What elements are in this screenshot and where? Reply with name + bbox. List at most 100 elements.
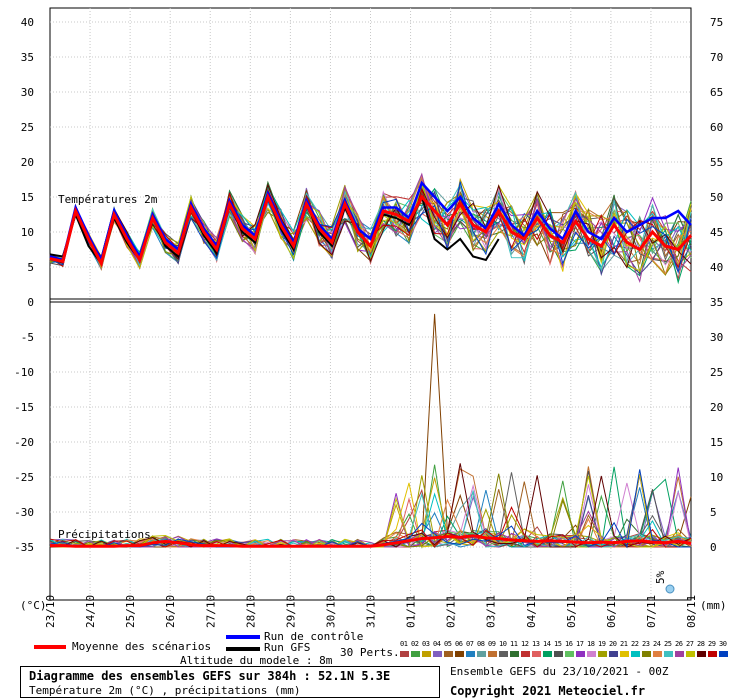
pert-number: 18: [587, 640, 595, 648]
date-tick-label: 23/10: [44, 595, 57, 628]
right-tick-label: 30: [710, 331, 723, 344]
right-tick-label: 25: [710, 366, 723, 379]
pert-number: 15: [554, 640, 562, 648]
right-tick-label: 60: [710, 121, 723, 134]
temp-section-label: Températures 2m: [58, 193, 158, 206]
pert-number: 28: [697, 640, 705, 648]
temperature-member-line: [49, 188, 692, 269]
pert-number: 08: [477, 640, 485, 648]
right-tick-label: 40: [710, 261, 723, 274]
date-tick-label: 04/11: [525, 595, 538, 628]
pert-number: 11: [510, 640, 518, 648]
left-tick-label: 30: [21, 86, 34, 99]
date-tick-label: 03/11: [485, 595, 498, 628]
mean-label: Moyenne des scénarios: [72, 640, 212, 653]
diagram-subtitle: Température 2m (°C) , précipitations (mm…: [29, 684, 301, 697]
control-temperature-line: [49, 180, 692, 264]
left-tick-label: 25: [21, 121, 34, 134]
right-tick-label: 70: [710, 51, 723, 64]
left-tick-label: 0: [27, 296, 34, 309]
left-axis: 40 35 30 25 20 15 10 5 0 -5 -10 -15 -20 -25 -30 -35: [14, 16, 34, 554]
date-tick-label: 25/10: [124, 595, 137, 628]
mean-precipitation-line: [50, 534, 692, 548]
pert-number: 16: [565, 640, 573, 648]
pert-color-swatch: [433, 651, 442, 657]
right-tick-label: 35: [710, 296, 723, 309]
pert-color-swatch: [708, 651, 717, 657]
pert-number: 22: [631, 640, 639, 648]
pert-color-swatch: [455, 651, 464, 657]
pert-number: 13: [532, 640, 540, 648]
pert-color-swatch: [653, 651, 662, 657]
pert-color-swatch: [697, 651, 706, 657]
date-tick-label: 27/10: [204, 595, 217, 628]
pert-color-swatch: [675, 651, 684, 657]
plot-frame: [49, 7, 692, 601]
diagram-title: Diagramme des ensembles GEFS sur 384h : …: [29, 669, 391, 683]
date-tick-label: 08/11: [685, 595, 698, 628]
left-tick-label: 5: [27, 261, 34, 274]
right-tick-label: 45: [710, 226, 723, 239]
left-tick-label: -25: [14, 471, 34, 484]
pert-number: 20: [609, 640, 617, 648]
date-tick-label: 29/10: [284, 595, 297, 628]
left-unit-label: (°C): [20, 599, 47, 612]
pert-color-swatch: [466, 651, 475, 657]
pert-number: 19: [598, 640, 606, 648]
date-tick-label: 06/11: [605, 595, 618, 628]
snow-indicator: 5%: [654, 570, 675, 594]
left-tick-label: -5: [21, 331, 34, 344]
gfs-swatch: [226, 647, 260, 651]
date-tick-label: 02/11: [445, 595, 458, 628]
pert-color-swatch: [631, 651, 640, 657]
pert-color-swatch: [719, 651, 728, 657]
left-tick-label: 20: [21, 156, 34, 169]
x-axis: 23/10 24/10 25/10 26/10 27/10 28/10 29/10 30/10…: [44, 595, 698, 628]
pert-number: 21: [620, 640, 628, 648]
pert-number: 01: [400, 640, 408, 648]
date-tick-label: 30/10: [324, 595, 337, 628]
pert-color-swatch: [499, 651, 508, 657]
pert-number: 29: [708, 640, 716, 648]
pert-number: 12: [521, 640, 529, 648]
right-tick-label: 55: [710, 156, 723, 169]
date-tick-label: 07/11: [645, 595, 658, 628]
pert-number: 25: [664, 640, 672, 648]
pert-number: 03: [422, 640, 430, 648]
left-tick-label: 40: [21, 16, 34, 29]
pert-color-swatch: [400, 651, 409, 657]
pert-color-swatch: [554, 651, 563, 657]
pert-color-swatch: [422, 651, 431, 657]
left-tick-label: -15: [14, 401, 34, 414]
pert-color-swatch: [521, 651, 530, 657]
pert-number: 24: [653, 640, 661, 648]
right-tick-label: 10: [710, 471, 723, 484]
pert-number: 17: [576, 640, 584, 648]
left-tick-label: -10: [14, 366, 34, 379]
pert-number: 04: [433, 640, 441, 648]
control-label: Run de contrôle: [264, 630, 364, 643]
right-tick-label: 50: [710, 191, 723, 204]
pert-color-swatch: [642, 651, 651, 657]
pert-number: 07: [466, 640, 474, 648]
footer-title-box: Diagramme des ensembles GEFS sur 384h : …: [20, 666, 440, 698]
mean-temperature-line: [49, 192, 693, 268]
pert-color-swatch: [532, 651, 541, 657]
right-tick-label: 5: [710, 506, 717, 519]
pert-color-swatch: [686, 651, 695, 657]
altitude-label: Altitude du modele : 8m: [180, 654, 333, 667]
pert-number: 10: [499, 640, 507, 648]
date-tick-label: 26/10: [164, 595, 177, 628]
date-tick-label: 01/11: [405, 595, 418, 628]
pert-number: 02: [411, 640, 419, 648]
right-unit-label: (mm): [700, 599, 727, 612]
pert-color-swatch: [477, 651, 486, 657]
perts-label: 30 Perts.: [340, 646, 400, 659]
right-tick-label: 75: [710, 16, 723, 29]
pert-number: 14: [543, 640, 551, 648]
left-tick-label: 10: [21, 226, 34, 239]
right-tick-label: 15: [710, 436, 723, 449]
gfs-label: Run GFS: [264, 641, 311, 654]
